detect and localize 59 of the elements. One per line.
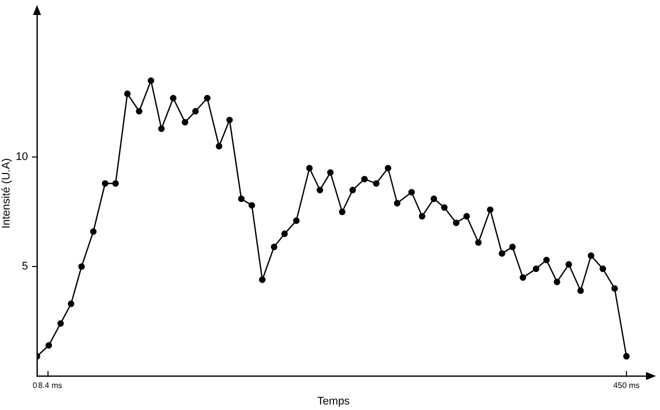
- y-tick-label: 10: [16, 151, 28, 164]
- point: [623, 353, 630, 360]
- point: [216, 143, 222, 150]
- x-tick-label: 8.4 ms: [38, 381, 62, 390]
- point: [57, 320, 64, 327]
- point: [611, 285, 618, 292]
- point: [600, 266, 606, 272]
- point: [248, 202, 256, 209]
- x-tick-label: 0: [32, 381, 38, 390]
- point: [532, 266, 540, 272]
- point: [520, 274, 526, 281]
- point: [68, 300, 74, 308]
- point: [204, 94, 211, 102]
- point: [112, 180, 119, 187]
- point: [372, 180, 380, 187]
- point: [78, 263, 85, 270]
- point: [281, 230, 288, 238]
- point: [136, 108, 142, 114]
- point: [293, 217, 300, 224]
- x-tick-label: 450 ms: [613, 381, 640, 390]
- point: [418, 213, 426, 220]
- point: [170, 94, 176, 102]
- point: [182, 118, 188, 126]
- x-axis-title: Temps: [317, 396, 350, 408]
- point: [316, 186, 324, 194]
- point: [394, 200, 400, 206]
- point: [441, 204, 448, 211]
- point: [463, 213, 470, 220]
- point: [475, 239, 482, 246]
- point: [259, 276, 266, 283]
- point: [588, 252, 594, 259]
- y-axis-title: Intensité (U.A): [0, 158, 13, 228]
- point: [192, 108, 199, 114]
- point: [452, 220, 460, 226]
- point: [238, 196, 245, 202]
- point: [543, 256, 550, 264]
- y-tick-label: 5: [22, 260, 28, 273]
- point: [148, 77, 154, 84]
- point: [566, 261, 572, 268]
- point: [430, 196, 438, 202]
- point: [554, 278, 560, 286]
- point: [158, 126, 165, 132]
- point: [577, 287, 584, 294]
- point: [306, 164, 313, 172]
- point: [338, 208, 346, 216]
- point: [361, 176, 368, 182]
- point: [226, 116, 233, 124]
- point: [486, 206, 494, 213]
- point: [498, 250, 506, 257]
- point: [384, 164, 392, 172]
- point: [46, 342, 52, 349]
- point: [327, 169, 334, 176]
- point: [270, 244, 278, 250]
- point: [349, 186, 356, 194]
- point: [90, 228, 97, 235]
- point: [102, 180, 108, 187]
- point: [509, 244, 516, 250]
- point: [408, 188, 415, 196]
- point: [124, 90, 131, 97]
